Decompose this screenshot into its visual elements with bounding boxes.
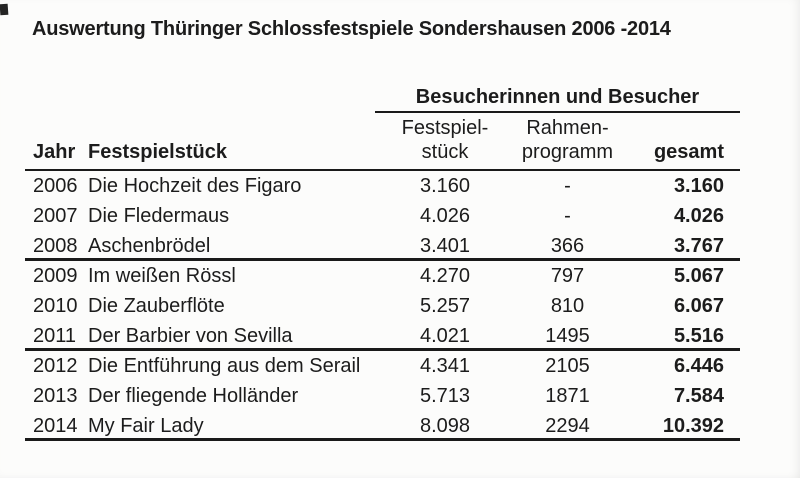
year-cell: 2014 <box>33 415 78 437</box>
column-header-jahr: Jahr <box>33 141 76 163</box>
gesamt-value-cell: 5.067 <box>673 265 724 287</box>
piece-cell: Der fliegende Holländer <box>88 385 299 407</box>
piece-cell: Die Hochzeit des Figaro <box>88 175 302 197</box>
table-row-2010: 2010 Die Zauberflöte 5.257 810 6.067 <box>25 291 740 321</box>
piece-cell: Im weißen Rössl <box>88 265 236 287</box>
attendance-table: Besucherinnen und Besucher Jahr Festspie… <box>25 84 740 441</box>
table-row-2006: 2006 Die Hochzeit des Figaro 3.160 - 3.1… <box>25 171 740 201</box>
piece-cell: Der Barbier von Sevilla <box>88 325 293 347</box>
table-row-2013: 2013 Der fliegende Holländer 5.713 1871 … <box>25 381 740 411</box>
festspielstueck-value-cell: 4.341 <box>419 355 471 377</box>
year-cell: 2009 <box>33 265 78 287</box>
gesamt-value-cell: 10.392 <box>662 415 724 437</box>
column-group-header-besucher: Besucherinnen und Besucher <box>375 84 740 113</box>
rahmenprogramm-value-cell: 2105 <box>545 355 590 377</box>
table-row-2009: 2009 Im weißen Rössl 4.270 797 5.067 <box>25 261 740 291</box>
table-row-2011: 2011 Der Barbier von Sevilla 4.021 1495 … <box>25 321 740 351</box>
festspielstueck-value-cell: 3.401 <box>419 235 471 257</box>
year-cell: 2012 <box>33 355 78 377</box>
column-header-gesamt: gesamt <box>653 141 724 163</box>
rahmenprogramm-value-cell: 1871 <box>545 385 590 407</box>
gesamt-value-cell: 7.584 <box>673 385 724 407</box>
column-header-rahmenprogramm: Rahmen- programm <box>515 116 620 169</box>
table-row-2008: 2008 Aschenbrödel 3.401 366 3.767 <box>25 231 740 261</box>
year-cell: 2010 <box>33 295 78 317</box>
column-header-fest-line2: stück <box>421 141 469 163</box>
year-cell: 2013 <box>33 385 78 407</box>
festspielstueck-value-cell: 5.257 <box>419 295 471 317</box>
gesamt-value-cell: 6.446 <box>673 355 724 377</box>
year-cell: 2008 <box>33 235 78 257</box>
gesamt-value-cell: 4.026 <box>673 205 724 227</box>
rahmenprogramm-value-cell: 366 <box>550 235 585 257</box>
table-row-2014: 2014 My Fair Lady 8.098 2294 10.392 <box>25 411 740 441</box>
year-cell: 2007 <box>33 205 78 227</box>
gesamt-value-cell: 6.067 <box>673 295 724 317</box>
column-header-rahmen-line1: Rahmen- <box>526 117 609 139</box>
festspielstueck-value-cell: 4.021 <box>419 325 471 347</box>
gesamt-value-cell: 3.767 <box>673 235 724 257</box>
rahmenprogramm-value-cell: 810 <box>550 295 585 317</box>
column-header-festspielstueck-besucher: Festspiel- stück <box>375 116 515 169</box>
piece-cell: Die Entführung aus dem Serail <box>88 355 361 377</box>
gesamt-value-cell: 3.160 <box>673 175 724 197</box>
page-title: Auswertung Thüringer Schlossfestspiele S… <box>32 18 671 40</box>
rahmenprogramm-value-cell: 2294 <box>545 415 590 437</box>
table-row-2007: 2007 Die Fledermaus 4.026 - 4.026 <box>25 201 740 231</box>
festspielstueck-value-cell: 3.160 <box>419 175 471 197</box>
piece-cell: Die Zauberflöte <box>88 295 225 317</box>
rahmenprogramm-value-cell: - <box>564 175 571 197</box>
column-header-fest-line1: Festspiel- <box>401 117 489 139</box>
column-group-header-row: Besucherinnen und Besucher <box>25 84 740 113</box>
year-cell: 2006 <box>33 175 78 197</box>
column-header-row: Jahr Festspielstück Festspiel- stück Rah… <box>25 113 740 171</box>
festspielstueck-value-cell: 4.026 <box>419 205 471 227</box>
piece-cell: Aschenbrödel <box>88 235 211 257</box>
rahmenprogramm-value-cell: 797 <box>550 265 585 287</box>
festspielstueck-value-cell: 8.098 <box>419 415 471 437</box>
festspielstueck-value-cell: 4.270 <box>419 265 471 287</box>
rahmenprogramm-value-cell: - <box>564 205 571 227</box>
festspielstueck-value-cell: 5.713 <box>419 385 471 407</box>
scan-artifact-mark <box>0 3 9 16</box>
piece-cell: My Fair Lady <box>88 415 204 437</box>
table-row-2012: 2012 Die Entführung aus dem Serail 4.341… <box>25 351 740 381</box>
piece-cell: Die Fledermaus <box>88 205 230 227</box>
gesamt-value-cell: 5.516 <box>673 325 724 347</box>
year-cell: 2011 <box>33 325 77 347</box>
column-header-rahmen-line2: programm <box>521 141 614 163</box>
rahmenprogramm-value-cell: 1495 <box>545 325 590 347</box>
column-header-festspielstueck: Festspielstück <box>88 141 227 163</box>
